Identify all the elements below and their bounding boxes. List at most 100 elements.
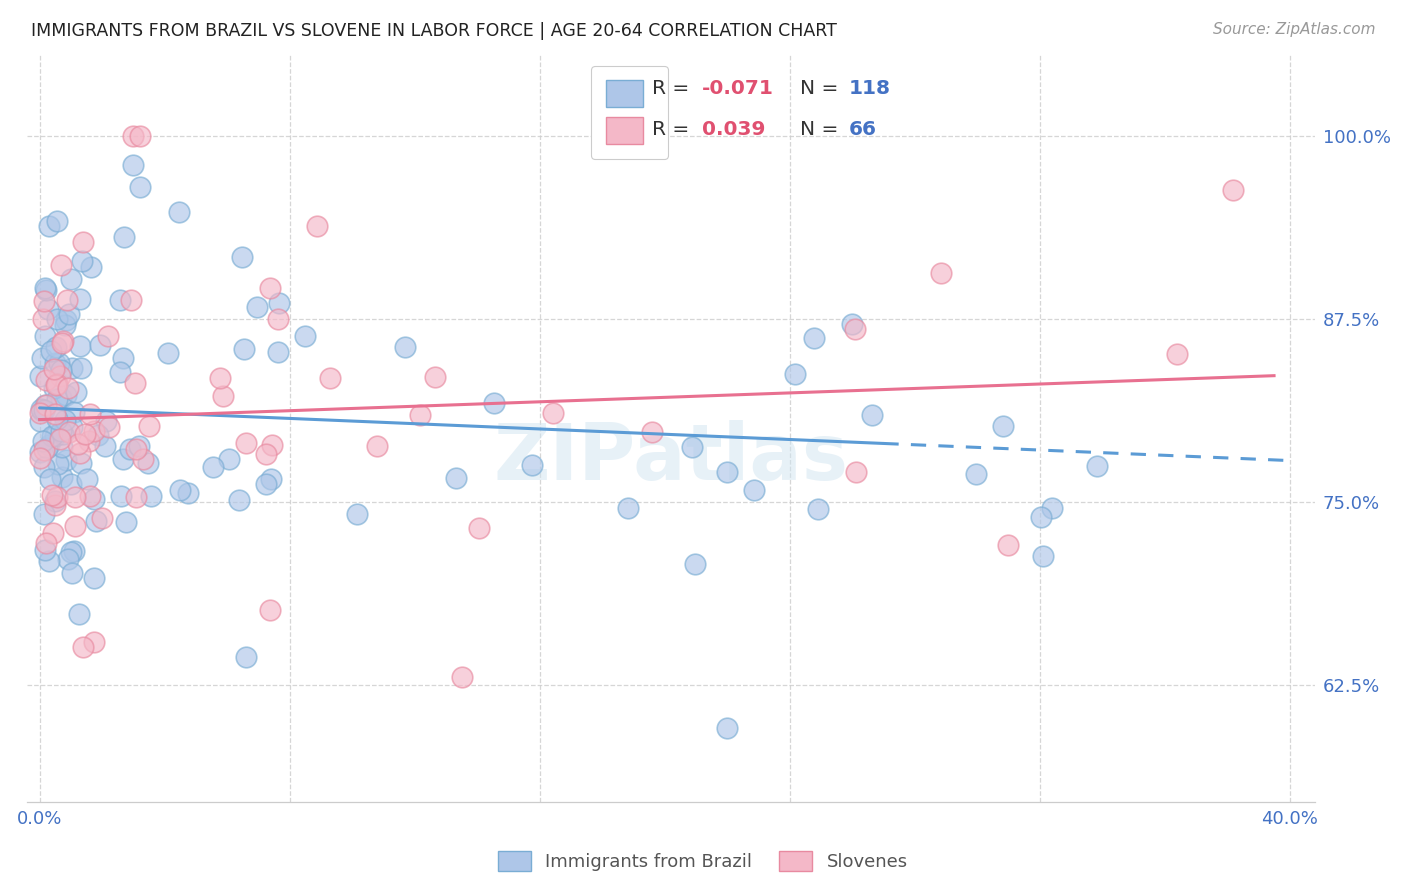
- Point: [128, 128, 150, 143]
- Point: [51, 440, 73, 454]
- Point: [46, 457, 69, 471]
- Point: [55, 453, 77, 467]
- Point: [55, 388, 77, 402]
- Point: [83, 491, 105, 506]
- Point: [34, 507, 56, 521]
- Point: [841, 318, 863, 332]
- Point: [63, 544, 86, 558]
- Text: 0.039: 0.039: [702, 120, 765, 139]
- Point: [259, 280, 281, 294]
- Point: [1085, 459, 1108, 474]
- Point: [1166, 347, 1188, 361]
- Point: [39, 472, 62, 486]
- Point: [31, 404, 53, 418]
- Point: [231, 250, 253, 264]
- Point: [49, 424, 72, 438]
- Text: N =: N =: [800, 79, 845, 98]
- Point: [67, 607, 90, 621]
- Point: [79, 489, 101, 503]
- Point: [34, 398, 56, 412]
- Point: [233, 342, 256, 356]
- Point: [44, 407, 66, 421]
- Point: [41, 343, 63, 358]
- Point: [35, 398, 58, 412]
- Point: [965, 467, 987, 481]
- Text: -0.071: -0.071: [702, 79, 773, 98]
- Point: [254, 476, 277, 491]
- Point: [260, 472, 283, 486]
- Point: [125, 490, 148, 504]
- Point: [70, 456, 93, 470]
- Text: 118: 118: [849, 79, 890, 98]
- Point: [41, 429, 63, 443]
- Point: [45, 340, 67, 354]
- Point: [41, 488, 63, 502]
- Point: [37, 301, 59, 316]
- Point: [394, 340, 416, 354]
- Point: [110, 365, 132, 379]
- Point: [235, 649, 257, 664]
- Point: [1222, 183, 1244, 197]
- Point: [42, 525, 65, 540]
- Point: [617, 500, 640, 515]
- Point: [346, 507, 368, 521]
- Point: [141, 489, 163, 503]
- Point: [845, 465, 868, 479]
- Point: [131, 452, 153, 467]
- Point: [138, 418, 160, 433]
- Point: [246, 300, 269, 314]
- Point: [30, 368, 52, 383]
- Point: [32, 443, 55, 458]
- Point: [993, 418, 1015, 433]
- Point: [1032, 549, 1054, 564]
- Point: [683, 557, 706, 571]
- Point: [34, 543, 56, 558]
- Legend: Immigrants from Brazil, Slovenes: Immigrants from Brazil, Slovenes: [491, 844, 915, 879]
- Point: [35, 441, 58, 455]
- Point: [49, 432, 72, 446]
- Point: [254, 447, 277, 461]
- Point: [91, 511, 114, 525]
- Point: [48, 369, 70, 384]
- Point: [66, 437, 89, 451]
- Point: [56, 381, 79, 395]
- Point: [294, 329, 316, 343]
- Point: [84, 514, 107, 528]
- Point: [51, 335, 73, 350]
- Point: [997, 539, 1019, 553]
- Point: [716, 722, 738, 736]
- Point: [115, 515, 138, 529]
- Point: [76, 472, 98, 486]
- Point: [60, 419, 83, 434]
- Text: ZIPatlas: ZIPatlas: [494, 420, 848, 496]
- Point: [110, 489, 132, 503]
- Point: [860, 408, 883, 422]
- Text: R =: R =: [651, 120, 695, 139]
- Point: [83, 571, 105, 585]
- Point: [97, 329, 120, 343]
- Point: [45, 378, 67, 392]
- Point: [53, 412, 76, 426]
- Point: [31, 351, 53, 365]
- Point: [42, 362, 65, 376]
- Point: [169, 483, 191, 497]
- Point: [807, 502, 830, 516]
- Point: [1042, 501, 1064, 516]
- Point: [30, 413, 52, 427]
- Point: [640, 425, 662, 439]
- Point: [51, 469, 73, 483]
- Point: [235, 435, 257, 450]
- Point: [844, 322, 866, 336]
- Point: [60, 544, 83, 558]
- Point: [32, 434, 55, 449]
- Point: [716, 465, 738, 479]
- Point: [70, 361, 93, 376]
- Point: [48, 355, 70, 369]
- Text: IMMIGRANTS FROM BRAZIL VS SLOVENE IN LABOR FORCE | AGE 20-64 CORRELATION CHART: IMMIGRANTS FROM BRAZIL VS SLOVENE IN LAB…: [31, 22, 837, 40]
- Point: [55, 313, 77, 327]
- Point: [72, 235, 94, 249]
- Point: [34, 329, 56, 343]
- Point: [56, 551, 79, 566]
- Point: [63, 405, 86, 419]
- Point: [46, 376, 69, 391]
